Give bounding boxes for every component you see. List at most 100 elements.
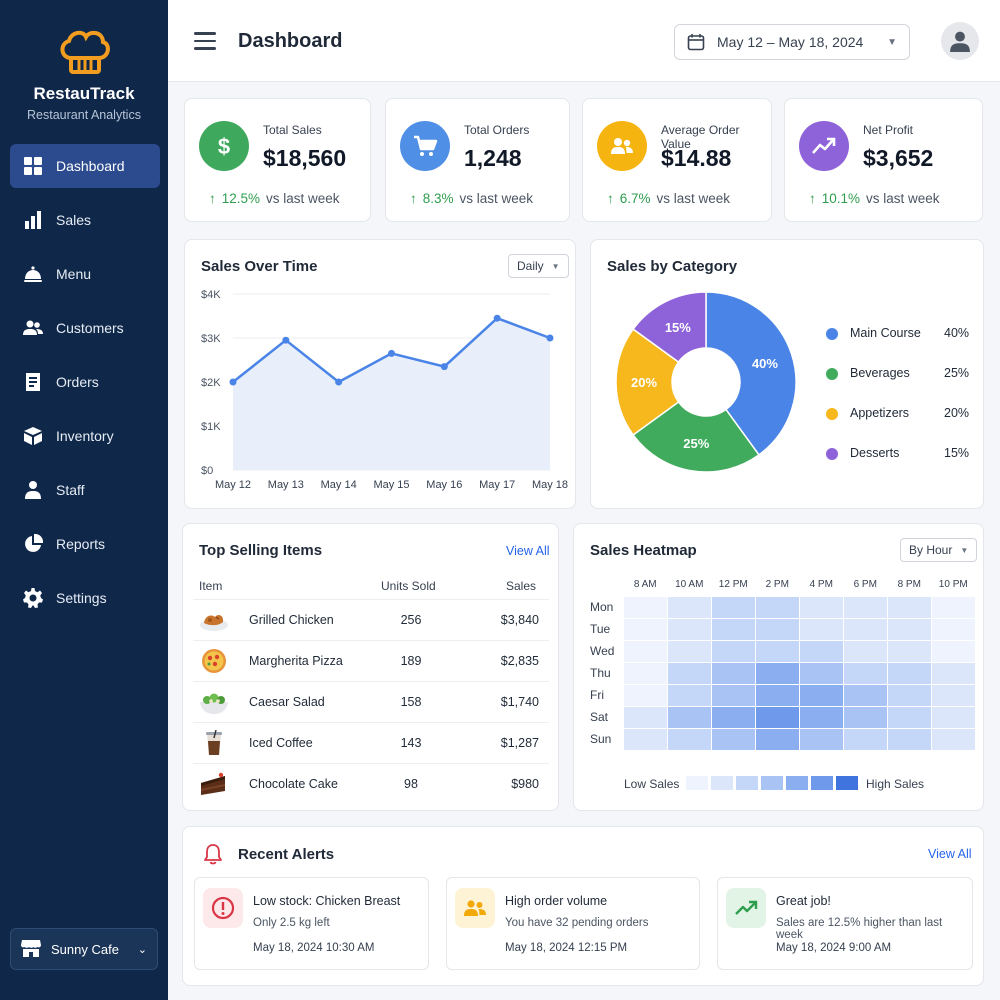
heatmap-cell[interactable] — [844, 685, 887, 706]
heatmap-cell[interactable] — [668, 707, 711, 728]
heatmap-cell[interactable] — [624, 641, 667, 662]
card-title: Sales Over Time — [201, 258, 318, 275]
heatmap-cell[interactable] — [888, 663, 931, 684]
heatmap-cell[interactable] — [844, 729, 887, 750]
heatmap-cell[interactable] — [888, 619, 931, 640]
heatmap-cell[interactable] — [712, 685, 755, 706]
sidebar-item-customers[interactable]: Customers — [10, 306, 160, 350]
alert-time: May 18, 2024 12:15 PM — [505, 942, 628, 954]
heatmap-cell[interactable] — [800, 663, 843, 684]
brand: RestauTrack Restaurant Analytics — [0, 0, 168, 122]
heatmap-cell[interactable] — [668, 685, 711, 706]
data-point[interactable] — [546, 334, 554, 342]
pie-slice[interactable] — [632, 291, 707, 364]
heatmap-cell[interactable] — [800, 597, 843, 618]
heatmap-cell[interactable] — [932, 597, 975, 618]
sidebar-item-settings[interactable]: Settings — [10, 576, 160, 620]
data-point[interactable] — [282, 336, 290, 344]
location-selector[interactable]: Sunny Cafe ⌄ — [10, 928, 158, 970]
heatmap-cell[interactable] — [844, 641, 887, 662]
heatmap-cell[interactable] — [888, 685, 931, 706]
heatmap-cell[interactable] — [844, 619, 887, 640]
heatmap-cell[interactable] — [800, 619, 843, 640]
heatmap-interval-select[interactable]: By Hour ▼ — [900, 538, 978, 562]
heatmap-cell[interactable] — [668, 619, 711, 640]
date-range-picker[interactable]: May 12 – May 18, 2024 ▼ — [674, 24, 910, 60]
heatmap-cell[interactable] — [932, 619, 975, 640]
table-row[interactable]: Margherita Pizza 189 $2,835 — [193, 640, 549, 681]
data-point[interactable] — [440, 363, 448, 371]
user-avatar[interactable] — [941, 22, 979, 60]
hamburger-menu-icon[interactable] — [194, 32, 216, 50]
heatmap-cell[interactable] — [756, 619, 799, 640]
heatmap-cell[interactable] — [712, 729, 755, 750]
alert-item-high-volume[interactable]: High order volume You have 32 pending or… — [446, 877, 700, 970]
heatmap-cell[interactable] — [624, 729, 667, 750]
view-all-alerts-link[interactable]: View All — [928, 847, 972, 861]
sidebar-item-sales[interactable]: Sales — [10, 198, 160, 242]
item-units: 256 — [400, 613, 422, 627]
heatmap-cell[interactable] — [888, 729, 931, 750]
heatmap-cell[interactable] — [888, 641, 931, 662]
heatmap-cell[interactable] — [800, 641, 843, 662]
interval-select[interactable]: Daily ▼ — [508, 254, 569, 278]
x-tick-label: May 17 — [479, 479, 515, 491]
chevron-down-icon: ▼ — [551, 261, 560, 271]
heatmap-cell[interactable] — [624, 685, 667, 706]
select-value: Daily — [517, 259, 544, 273]
heatmap-cell[interactable] — [800, 685, 843, 706]
sidebar-item-reports[interactable]: Reports — [10, 522, 160, 566]
heatmap-cell[interactable] — [756, 729, 799, 750]
sidebar-item-dashboard[interactable]: Dashboard — [10, 144, 160, 188]
data-point[interactable] — [388, 349, 395, 357]
table-row[interactable]: Grilled Chicken 256 $3,840 — [193, 599, 549, 640]
heatmap-cell[interactable] — [756, 707, 799, 728]
pie-slice[interactable] — [615, 328, 680, 436]
table-row[interactable]: Caesar Salad 158 $1,740 — [193, 681, 549, 722]
data-point[interactable] — [493, 314, 501, 322]
heatmap-cell[interactable] — [844, 663, 887, 684]
sidebar-item-inventory[interactable]: Inventory — [10, 414, 160, 458]
heatmap-cell[interactable] — [624, 707, 667, 728]
heatmap-cell[interactable] — [756, 685, 799, 706]
heatmap-cell[interactable] — [800, 707, 843, 728]
heatmap-cell[interactable] — [756, 641, 799, 662]
alert-item-low-stock[interactable]: Low stock: Chicken Breast Only 2.5 kg le… — [194, 877, 429, 970]
pie-slice[interactable] — [632, 400, 760, 473]
sidebar-item-orders[interactable]: Orders — [10, 360, 160, 404]
heatmap-cell[interactable] — [888, 597, 931, 618]
data-point[interactable] — [229, 378, 237, 386]
heatmap-cell[interactable] — [668, 663, 711, 684]
heatmap-cell[interactable] — [756, 663, 799, 684]
heatmap-cell[interactable] — [712, 663, 755, 684]
heatmap-cell[interactable] — [624, 663, 667, 684]
sidebar-item-staff[interactable]: Staff — [10, 468, 160, 512]
heatmap-cell[interactable] — [888, 707, 931, 728]
heatmap-cell[interactable] — [668, 729, 711, 750]
heatmap-cell[interactable] — [844, 597, 887, 618]
heatmap-cell[interactable] — [668, 597, 711, 618]
view-all-link[interactable]: View All — [506, 544, 550, 558]
heatmap-cell[interactable] — [932, 729, 975, 750]
heatmap-cell[interactable] — [624, 619, 667, 640]
alert-item-great-job[interactable]: Great job! Sales are 12.5% higher than l… — [717, 877, 973, 970]
sidebar-item-label: Sales — [56, 212, 92, 228]
heatmap-cell[interactable] — [668, 641, 711, 662]
heatmap-cell[interactable] — [932, 707, 975, 728]
heatmap-cell[interactable] — [712, 619, 755, 640]
pie-slice[interactable] — [705, 291, 797, 456]
table-row[interactable]: Iced Coffee 143 $1,287 — [193, 722, 549, 763]
heatmap-cell[interactable] — [712, 707, 755, 728]
heatmap-cell[interactable] — [624, 597, 667, 618]
heatmap-cell[interactable] — [932, 663, 975, 684]
heatmap-cell[interactable] — [932, 641, 975, 662]
heatmap-cell[interactable] — [844, 707, 887, 728]
heatmap-cell[interactable] — [712, 641, 755, 662]
heatmap-cell[interactable] — [756, 597, 799, 618]
data-point[interactable] — [335, 378, 343, 386]
heatmap-cell[interactable] — [712, 597, 755, 618]
table-row[interactable]: Chocolate Cake 98 $980 — [193, 763, 549, 804]
sidebar-item-menu[interactable]: Menu — [10, 252, 160, 296]
heatmap-cell[interactable] — [800, 729, 843, 750]
heatmap-cell[interactable] — [932, 685, 975, 706]
